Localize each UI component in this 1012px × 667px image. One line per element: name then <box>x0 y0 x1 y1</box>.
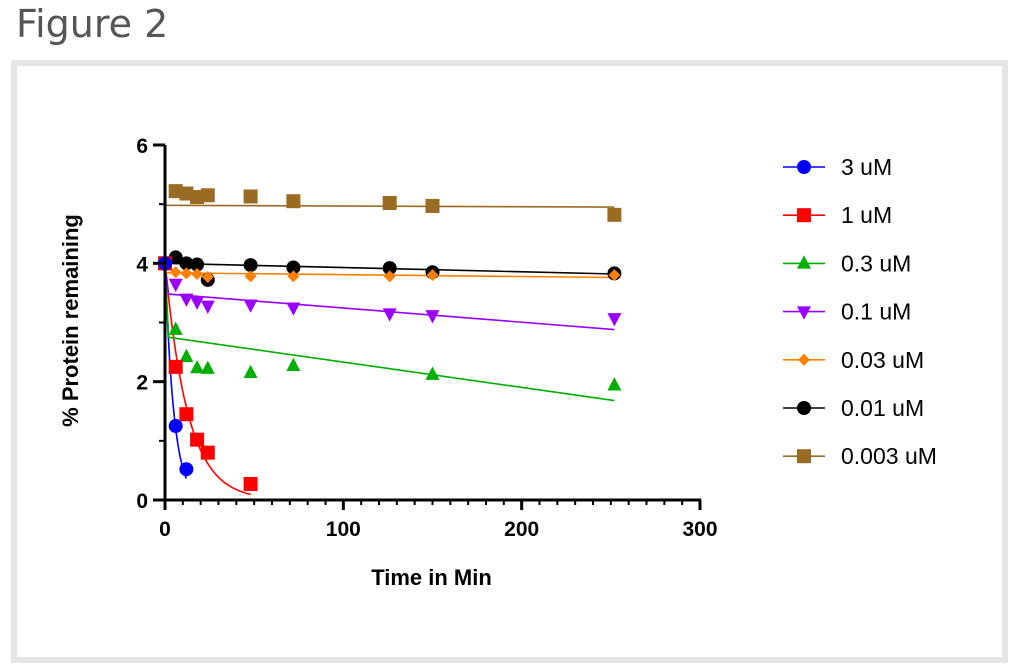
legend-marker <box>797 449 811 464</box>
data-point <box>200 188 215 203</box>
data-point <box>168 321 183 335</box>
legend-entry: 3 uM <box>783 154 892 180</box>
data-point <box>168 184 183 199</box>
data-point <box>179 348 194 363</box>
data-point <box>190 190 205 205</box>
data-point <box>200 360 215 374</box>
data-point <box>286 194 301 209</box>
legend-entry: 0.03 uM <box>783 347 924 373</box>
legend-label: 3 uM <box>841 154 892 180</box>
data-point <box>243 189 258 204</box>
data-point <box>287 270 300 283</box>
data-point <box>179 256 194 271</box>
legend-label: 0.3 uM <box>841 250 911 276</box>
data-point <box>169 266 182 279</box>
data-point <box>190 296 205 310</box>
legend-label: 0.03 uM <box>841 347 924 373</box>
figure-label: Figure 2 <box>16 2 169 46</box>
x-axis-title: Time in Min <box>371 565 492 590</box>
data-point <box>382 308 397 322</box>
axes: 0 100 200 300 0 2 4 6 <box>136 135 717 541</box>
legend-marker <box>797 160 811 174</box>
data-point <box>426 269 439 282</box>
fit-lines <box>164 204 615 496</box>
y-tick-label: 2 <box>136 372 148 395</box>
data-point <box>168 278 183 293</box>
y-tick-label: 4 <box>136 253 148 276</box>
data-point <box>179 293 194 307</box>
legend-label: 0.01 uM <box>841 395 924 421</box>
legend-label: 0.1 uM <box>841 299 911 325</box>
x-tick-label: 0 <box>159 518 171 541</box>
data-point <box>607 207 622 222</box>
legend-entry: 0.003 uM <box>783 443 937 469</box>
y-tick-label: 0 <box>136 490 148 513</box>
data-point <box>425 366 440 380</box>
data-point <box>382 195 397 210</box>
data-point <box>168 250 183 265</box>
y-axis-title: % Protein remaining <box>58 214 83 427</box>
legend-marker <box>797 306 811 320</box>
legend: 3 uM 1 uM 0.3 uM 0.1 uM 0.03 uM 0.01 uM 0.003 … <box>783 154 937 469</box>
data-point <box>243 299 258 313</box>
data-point <box>286 357 301 371</box>
legend-entry: 1 uM <box>783 202 892 228</box>
data-point <box>425 198 440 213</box>
data-point <box>286 260 301 275</box>
legend-marker <box>797 208 811 223</box>
data-point <box>179 186 194 201</box>
legend-marker <box>797 255 811 269</box>
legend-marker <box>798 353 810 366</box>
data-point <box>286 302 301 316</box>
data-point <box>607 377 622 391</box>
data-point <box>190 432 205 447</box>
legend-entry: 0.01 uM <box>783 395 924 421</box>
data-point <box>201 270 214 283</box>
data-point <box>383 270 396 283</box>
data-point <box>179 462 194 477</box>
legend-marker <box>797 401 811 415</box>
data-point <box>179 407 194 422</box>
data-point <box>200 445 215 460</box>
fit-line <box>164 263 615 402</box>
data-point <box>243 364 258 379</box>
x-tick-label: 300 <box>682 518 717 541</box>
data-point <box>168 359 183 374</box>
legend-label: 1 uM <box>841 202 892 228</box>
legend-label: 0.003 uM <box>841 443 937 469</box>
data-point <box>607 313 622 327</box>
data-point <box>382 261 397 276</box>
data-point <box>244 270 257 283</box>
data-point <box>425 310 440 324</box>
data-point <box>608 269 621 282</box>
data-point <box>190 257 205 272</box>
data-point <box>243 258 258 273</box>
data-point <box>200 300 215 314</box>
data-markers <box>158 184 622 492</box>
data-point <box>243 477 258 492</box>
x-tick-label: 200 <box>504 518 539 541</box>
data-point <box>180 267 193 280</box>
series-points <box>158 184 622 271</box>
legend-entry: 0.1 uM <box>783 299 911 325</box>
y-tick-label: 6 <box>136 135 148 158</box>
data-point <box>168 419 183 434</box>
data-point <box>191 267 204 280</box>
x-tick-label: 100 <box>326 518 361 541</box>
series-points <box>158 258 622 327</box>
legend-entry: 0.3 uM <box>783 250 911 276</box>
data-point <box>190 360 205 374</box>
